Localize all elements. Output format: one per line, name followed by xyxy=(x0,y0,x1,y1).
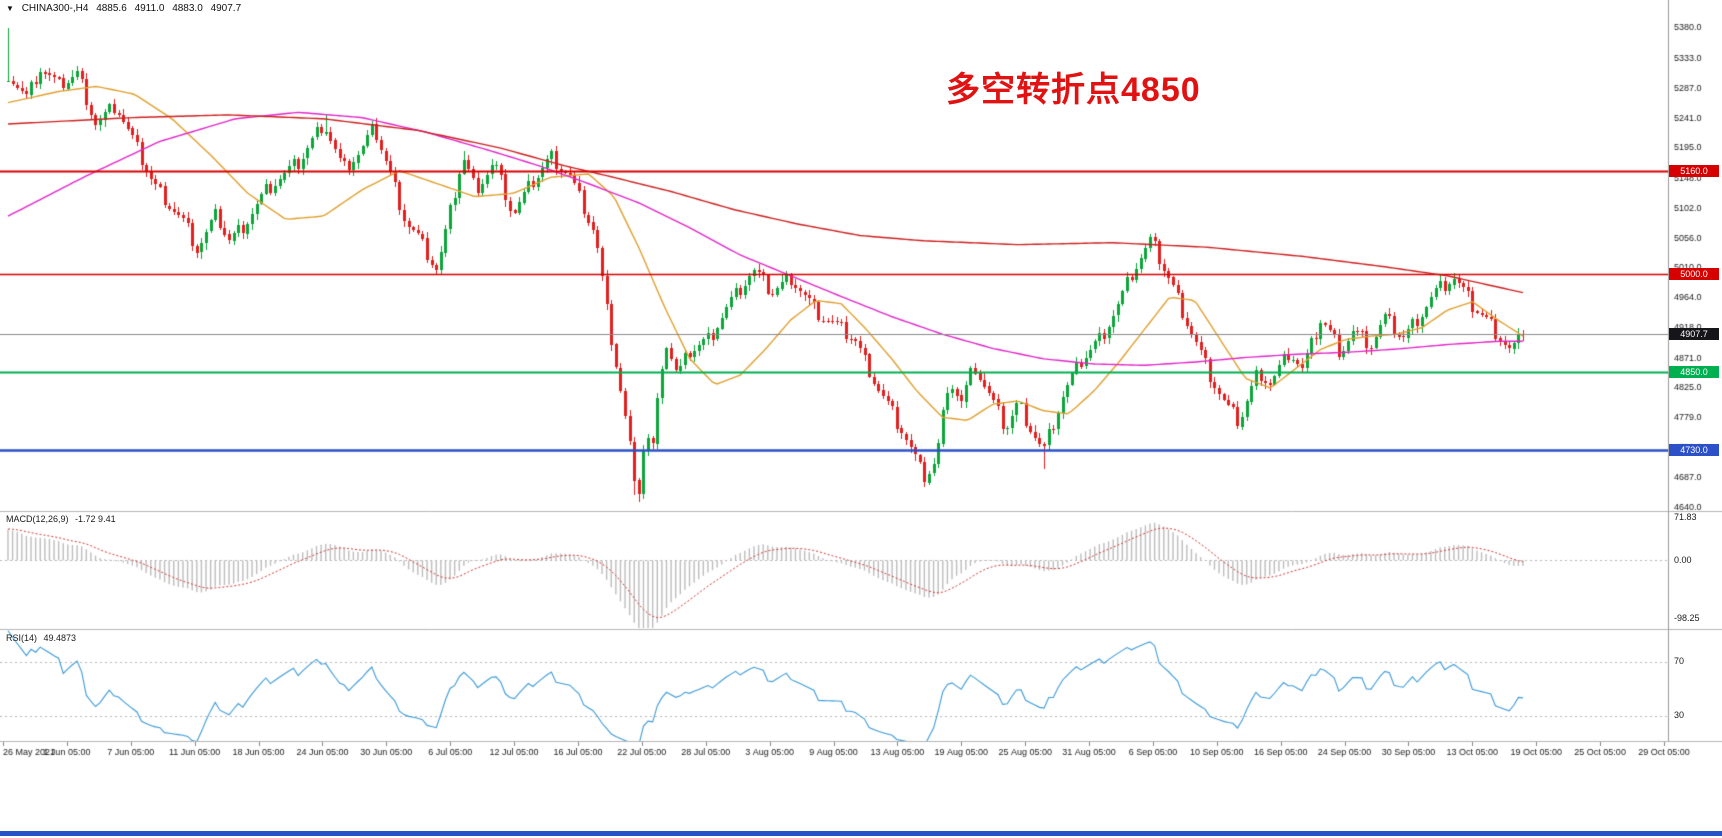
current-price-tag[interactable]: 4907.7 xyxy=(1669,328,1719,341)
macd-values: -1.72 9.41 xyxy=(75,514,116,524)
window-bottom-border xyxy=(0,831,1722,836)
level-tag-4850.0[interactable]: 4850.0 xyxy=(1669,365,1719,378)
macd-scale-zero: 0.00 xyxy=(1674,555,1692,565)
pivot-annotation[interactable]: 多空转折点4850 xyxy=(946,71,1201,109)
ohlc-open: 4885.6 xyxy=(96,3,127,14)
ohlc-close: 4907.7 xyxy=(210,3,242,14)
rsi-name: RSI(14) xyxy=(6,633,38,643)
level-tag-5160.0[interactable]: 5160.0 xyxy=(1669,164,1719,177)
ohlc-high: 4911.0 xyxy=(134,3,165,14)
macd-indicator-label: MACD(12,26,9) -1.72 9.41 xyxy=(6,514,120,524)
rsi-value: 49.4873 xyxy=(43,633,77,643)
rsi-scale-70: 70 xyxy=(1674,656,1685,666)
level-tag-5000.0[interactable]: 5000.0 xyxy=(1669,268,1719,281)
rsi-indicator-label: RSI(14) 49.4873 xyxy=(6,633,80,643)
symbol-marker-icon: ▼ xyxy=(6,4,14,13)
symbol-title: CHINA300-,H4 xyxy=(21,3,89,14)
level-tag-4730.0[interactable]: 4730.0 xyxy=(1669,443,1719,456)
macd-scale-low: -98.25 xyxy=(1674,613,1700,623)
ohlc-low: 4883.0 xyxy=(172,3,203,14)
macd-scale-high: 71.83 xyxy=(1674,512,1697,522)
rsi-scale-30: 30 xyxy=(1674,710,1685,720)
macd-name: MACD(12,26,9) xyxy=(6,514,69,524)
symbol-info: ▼ CHINA300-,H4 4885.6 4911.0 4883.0 4907… xyxy=(6,3,246,14)
